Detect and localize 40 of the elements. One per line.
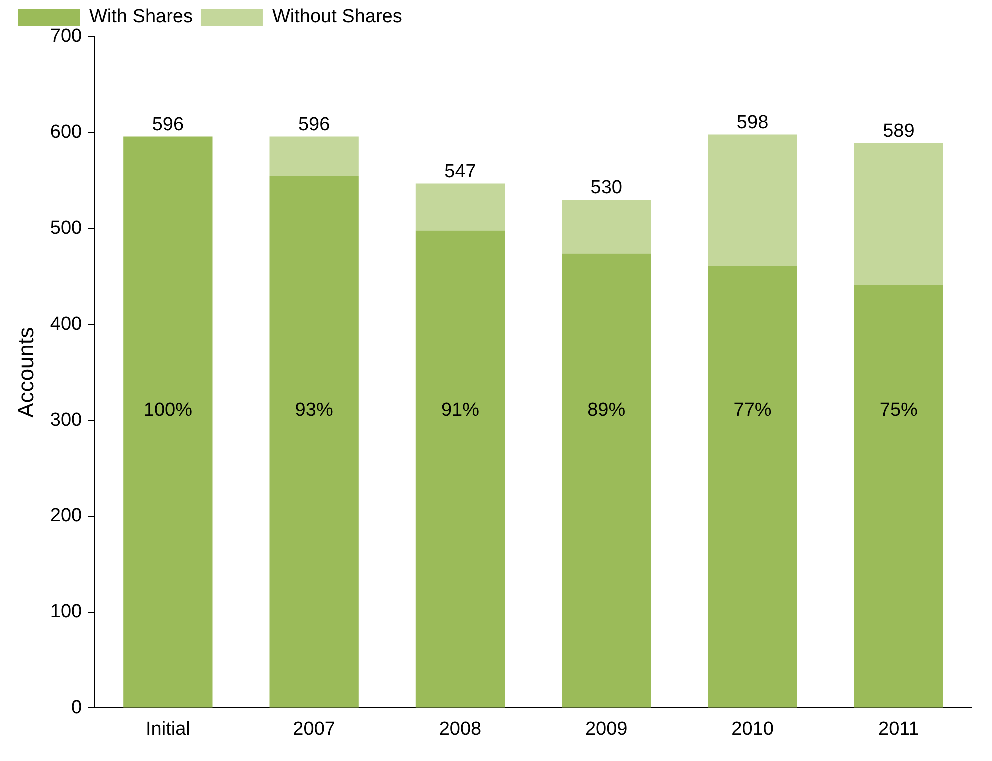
- total-label: 547: [444, 161, 476, 182]
- bar: [562, 200, 652, 254]
- y-tick-label: 100: [50, 602, 82, 623]
- x-tick-label: Initial: [146, 718, 190, 740]
- annotation: 77%: [734, 400, 772, 422]
- annotation: 93%: [295, 400, 334, 422]
- y-tick-label: 700: [50, 26, 82, 48]
- bar: [270, 176, 359, 708]
- total-label: 589: [883, 121, 915, 142]
- x-tick-label: 2011: [878, 718, 920, 740]
- legend-label: With Shares: [90, 6, 193, 28]
- y-tick-label: 600: [50, 122, 82, 144]
- y-tick-label: 400: [50, 314, 82, 335]
- total-label: 598: [736, 112, 769, 134]
- x-tick-label: 2009: [585, 718, 628, 740]
- bar: [562, 254, 652, 708]
- bar: [416, 230, 506, 708]
- annotation: 100%: [144, 400, 193, 422]
- bar: [854, 143, 944, 286]
- y-axis-title: Accounts: [13, 327, 38, 418]
- annotation: 75%: [880, 400, 918, 422]
- x-tick-label: 2008: [439, 718, 482, 740]
- total-label: 596: [152, 114, 184, 136]
- annotation: 91%: [441, 400, 480, 422]
- bar: [708, 134, 798, 266]
- y-tick-label: 200: [50, 506, 82, 527]
- bar: [124, 136, 213, 708]
- y-tick-label: 0: [72, 697, 82, 718]
- bar: [416, 184, 506, 231]
- bar: [708, 266, 798, 708]
- legend-label: Without Shares: [272, 6, 402, 28]
- bar: [854, 285, 944, 708]
- y-tick-label: 500: [50, 218, 82, 240]
- y-tick-label: 300: [50, 410, 82, 431]
- total-label: 596: [298, 114, 330, 136]
- x-tick-label: 2007: [293, 718, 336, 740]
- bar: [270, 136, 359, 176]
- annotation: 89%: [588, 400, 626, 422]
- x-tick-label: 2010: [732, 718, 774, 740]
- total-label: 530: [590, 178, 622, 199]
